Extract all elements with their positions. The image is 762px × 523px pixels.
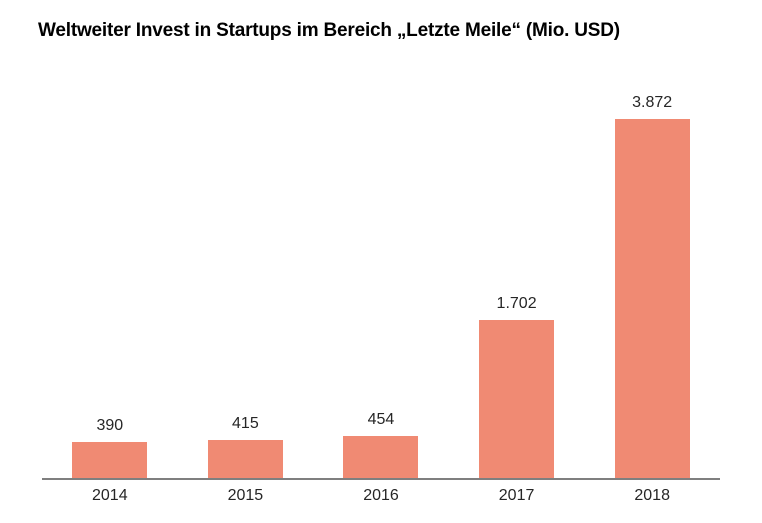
bar-2015 xyxy=(207,440,283,478)
bar-value-label: 390 xyxy=(96,417,124,435)
bar-column: 1.702 xyxy=(449,0,585,478)
bar-2018 xyxy=(614,119,690,478)
x-axis-line xyxy=(42,478,720,480)
bar-column: 390 xyxy=(42,0,178,478)
chart-title: Weltweiter Invest in Startups im Bereich… xyxy=(38,20,620,41)
x-axis-label: 2016 xyxy=(363,487,399,504)
bars-container: 390 415 454 1.702 3.872 xyxy=(42,0,720,478)
bar-column: 3.872 xyxy=(584,0,720,478)
bar-value-label: 415 xyxy=(232,415,259,433)
bar-column: 415 xyxy=(178,0,314,478)
bar-2016 xyxy=(343,436,419,478)
x-axis-label: 2014 xyxy=(92,487,128,504)
x-axis-label: 2018 xyxy=(634,487,670,504)
bar-value-label: 3.872 xyxy=(632,94,673,112)
bar-value-label: 454 xyxy=(367,411,395,429)
x-axis-label: 2015 xyxy=(227,487,264,504)
bar-column: 454 xyxy=(313,0,449,478)
x-axis-labels: 2014 2015 2016 2017 2018 xyxy=(42,487,720,505)
x-axis-label: 2017 xyxy=(498,487,535,504)
bar-2014 xyxy=(72,442,148,478)
bar-2017 xyxy=(479,320,555,478)
bar-value-label: 1.702 xyxy=(496,295,537,313)
